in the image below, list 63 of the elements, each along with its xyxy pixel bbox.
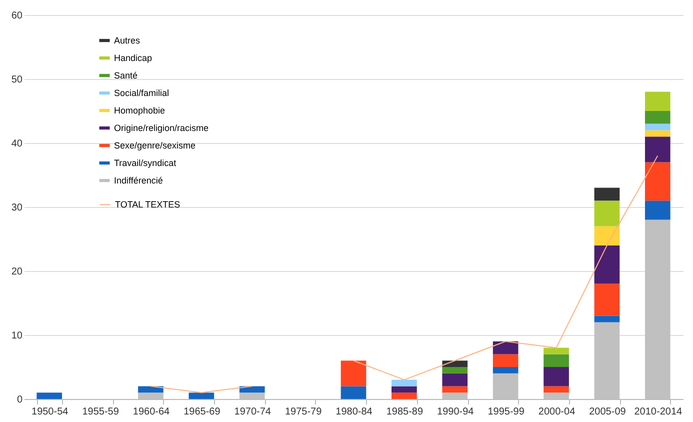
legend-label: Origine/religion/racisme (114, 123, 209, 133)
bar (392, 386, 417, 393)
bar (644, 111, 670, 124)
x-tick-label: 1995-99 (488, 406, 525, 418)
bar (594, 200, 620, 226)
legend-label: TOTAL TEXTES (115, 200, 180, 210)
bar (442, 386, 468, 393)
x-tick-label: 1990-94 (437, 406, 474, 418)
y-tick-label: 40 (11, 138, 23, 150)
bar (644, 92, 670, 111)
legend-label: Indifférencié (114, 176, 163, 186)
bar (138, 386, 164, 393)
bar (492, 367, 518, 374)
bar (594, 188, 620, 201)
bar (188, 392, 214, 399)
bar (492, 341, 518, 354)
legend-label: Sexe/genre/sexisme (114, 140, 196, 150)
bar (340, 360, 366, 386)
y-tick-label: 10 (11, 330, 23, 342)
x-tick-label: 1950-54 (31, 406, 69, 418)
x-tick-label: 1955-59 (82, 406, 120, 418)
bar (644, 162, 670, 201)
bar (392, 392, 417, 399)
bar (442, 360, 468, 367)
bar (36, 392, 62, 399)
bar (442, 373, 468, 386)
bar (544, 348, 569, 354)
x-tick-label: 1980-84 (336, 406, 373, 418)
bar (594, 284, 620, 316)
x-tick-label: 2000-04 (538, 406, 576, 418)
x-tick-label: 1960-64 (132, 406, 170, 418)
legend-label: Handicap (114, 53, 152, 63)
bar (544, 367, 569, 386)
x-tick-label: 2010-2014 (634, 406, 682, 418)
y-tick-label: 0 (16, 394, 23, 406)
bar (544, 354, 569, 367)
legend-label: Social/familial (114, 88, 170, 98)
x-tick-label: 1975-79 (284, 406, 322, 418)
x-tick-label: 2005-09 (589, 406, 626, 418)
x-tick-label: 1985-89 (386, 406, 424, 418)
bar (442, 367, 468, 374)
bar (239, 386, 265, 393)
bar (644, 200, 670, 220)
legend-label: Travail/syndicat (114, 158, 177, 168)
x-tick-label: 1970-74 (234, 406, 272, 418)
legend-label: Santé (114, 70, 138, 80)
y-tick-label: 30 (11, 202, 23, 214)
bar (644, 124, 670, 130)
y-tick-label: 60 (11, 10, 23, 22)
legend-label: Homophobie (114, 106, 166, 116)
legend-label: Autres (114, 36, 141, 46)
x-tick-label: 1965-69 (184, 406, 221, 418)
bar (392, 380, 417, 386)
y-tick-label: 50 (11, 74, 23, 86)
bar (492, 354, 518, 367)
y-tick-label: 20 (11, 266, 23, 278)
bar (594, 245, 620, 284)
bar (340, 386, 366, 399)
bar (544, 386, 569, 393)
bar (644, 130, 670, 137)
bar (594, 226, 620, 246)
bar (644, 136, 670, 162)
bar (594, 316, 620, 322)
